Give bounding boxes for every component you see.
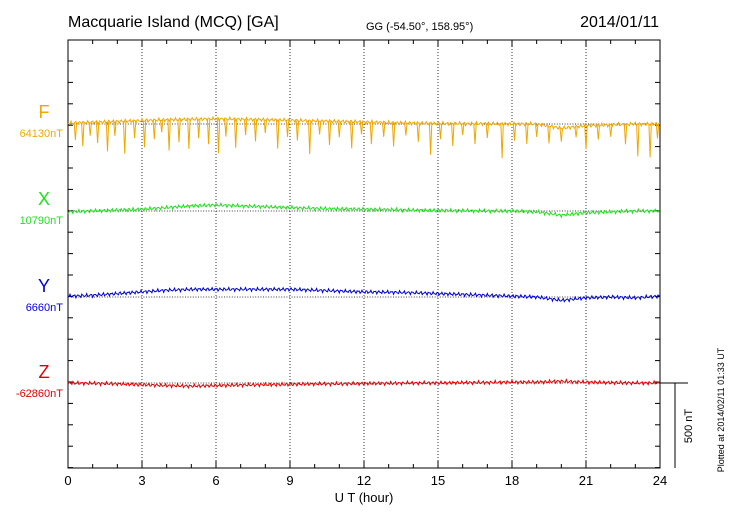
- scale-bar: 500 nT: [660, 382, 695, 468]
- series-f-spike-54: [648, 123, 652, 158]
- component-label-f: F: [39, 102, 50, 122]
- series-f-spike-6: [123, 121, 127, 154]
- chart-title: Macquarie Island (MCQ) [GA]: [68, 14, 279, 31]
- series-f-spike-45: [535, 123, 539, 137]
- series-f-spike-0: [73, 122, 78, 141]
- series-f-spike-43: [512, 123, 517, 141]
- x-tick-label-24: 24: [653, 473, 667, 488]
- series-f-spike-31: [369, 122, 374, 145]
- series-f-spike-26: [317, 120, 322, 135]
- series-f-spike-38: [451, 123, 455, 147]
- series-f-spike-39: [461, 123, 465, 136]
- series-f-spike-28: [337, 121, 341, 138]
- series-f-spike-20: [253, 119, 258, 142]
- x-tick-label-21: 21: [579, 473, 593, 488]
- x-tick-labels: 0 3 6 9 12 15 18 21 24: [64, 473, 667, 488]
- series-z-line: [67, 378, 661, 390]
- series-x-line: [67, 201, 661, 219]
- plotted-at-label: Plotted at 2014/02/11 01:33 UT: [716, 347, 726, 472]
- series-f-spike-24: [295, 120, 300, 141]
- component-labels: F 64130nT X 10790nT Y 6660nT Z -62860nT: [16, 102, 63, 400]
- series-f-spike-34: [404, 122, 408, 136]
- x-tick-label-18: 18: [505, 473, 519, 488]
- series-group: [67, 115, 661, 390]
- series-f-spike-53: [636, 123, 640, 157]
- series-f-spike-23: [285, 120, 290, 137]
- series-f-spike-2: [88, 122, 92, 136]
- series-f-spike-11: [167, 119, 171, 151]
- series-f-spike-3: [95, 122, 100, 144]
- baseline-value-y: 6660nT: [26, 302, 64, 314]
- series-f-spike-33: [391, 122, 396, 147]
- series-f-spike-9: [152, 120, 156, 140]
- baseline-value-f: 64130nT: [20, 128, 64, 140]
- date-label: 2014/01/11: [580, 14, 659, 31]
- series-f-spike-41: [485, 123, 489, 138]
- series-f-spike-1: [81, 122, 85, 147]
- x-tick-label-3: 3: [138, 473, 145, 488]
- series-f-spike-32: [382, 122, 386, 137]
- component-label-x: X: [38, 189, 50, 209]
- component-label-z: Z: [39, 362, 50, 382]
- series-f-spike-21: [263, 119, 267, 134]
- series-f-spike-48: [574, 126, 578, 138]
- series-f-spike-55: [655, 123, 660, 139]
- series-f-spike-17: [224, 118, 228, 137]
- series-f-spike-35: [416, 123, 420, 142]
- x-tick-label-15: 15: [431, 473, 445, 488]
- baseline-value-x: 10790nT: [20, 215, 64, 227]
- series-f-spike-52: [623, 124, 628, 145]
- coordinates-label: GG (-54.50°, 158.95°): [366, 21, 473, 33]
- x-tick-label-0: 0: [64, 473, 71, 488]
- series-f-spike-5: [113, 121, 117, 136]
- series-f-line: [67, 115, 661, 131]
- series-f-spike-51: [609, 124, 613, 137]
- series-f-spike-40: [473, 123, 477, 145]
- x-tick-label-12: 12: [357, 473, 371, 488]
- series-f-spike-14: [197, 119, 201, 139]
- series-f-spike-37: [438, 123, 443, 140]
- series-f-spike-8: [142, 120, 147, 148]
- series-f-spike-27: [327, 121, 332, 146]
- series-f-spike-30: [359, 121, 364, 135]
- x-tick-label-6: 6: [212, 473, 219, 488]
- series-y-line: [67, 286, 661, 303]
- series-f-spike-10: [160, 119, 164, 133]
- series-f-spike-42: [500, 123, 504, 159]
- series-f-spike-49: [584, 125, 588, 150]
- series-f-spike-4: [105, 121, 110, 152]
- x-axis-label: U T (hour): [335, 490, 394, 505]
- series-f-spike-29: [350, 121, 354, 149]
- scale-bar-label: 500 nT: [683, 409, 695, 444]
- baseline-value-z: -62860nT: [16, 388, 63, 400]
- series-f-spike-18: [234, 119, 238, 148]
- series-f-spike-47: [559, 128, 563, 142]
- series-f-spike-25: [308, 120, 312, 155]
- series-f-spike-44: [525, 123, 529, 145]
- component-label-y: Y: [38, 276, 50, 296]
- series-f-spike-22: [276, 119, 280, 149]
- series-f-spike-15: [206, 118, 211, 145]
- series-f-spike-50: [596, 125, 600, 140]
- axis-ticks: [67, 40, 661, 469]
- series-f-spike-19: [243, 119, 248, 136]
- grid-lines: [141, 40, 587, 468]
- series-f-spike-13: [187, 119, 191, 149]
- series-f-spike-7: [132, 120, 137, 139]
- series-f-spike-16: [216, 118, 221, 154]
- x-tick-label-9: 9: [286, 473, 293, 488]
- series-f-spike-46: [547, 126, 551, 144]
- series-f-spike-12: [177, 119, 181, 143]
- series-f-spike-36: [428, 123, 433, 155]
